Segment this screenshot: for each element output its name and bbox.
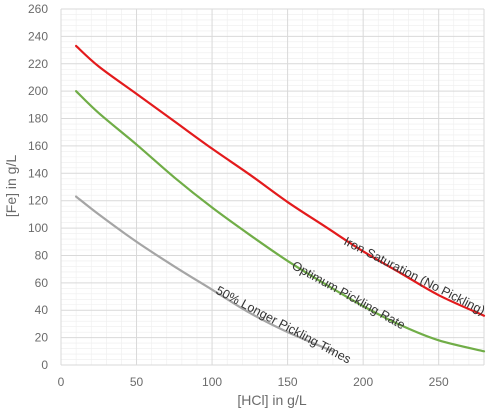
x-axis-ticks: 0 50 100 150 200 250 xyxy=(58,375,449,389)
y-tick-label: 160 xyxy=(28,139,48,153)
x-tick-label: 250 xyxy=(429,375,449,389)
y-tick-label: 60 xyxy=(35,276,49,290)
y-tick-label: 0 xyxy=(41,358,48,372)
y-tick-label: 100 xyxy=(28,221,48,235)
y-tick-label: 80 xyxy=(35,248,49,262)
y-tick-label: 180 xyxy=(28,112,48,126)
series-labels: Iron Saturation (No Pickling)Optimum Pic… xyxy=(214,234,488,366)
x-tick-label: 50 xyxy=(130,375,144,389)
y-axis-title: [Fe] in g/L xyxy=(3,155,19,217)
y-tick-label: 260 xyxy=(28,2,48,16)
series-lines xyxy=(75,44,486,353)
y-tick-label: 240 xyxy=(28,29,48,43)
x-tick-label: 0 xyxy=(58,375,65,389)
y-tick-label: 40 xyxy=(35,303,49,317)
grid xyxy=(60,8,485,366)
x-tick-label: 150 xyxy=(278,375,298,389)
y-tick-label: 120 xyxy=(28,194,48,208)
x-axis-title: [HCl] in g/L xyxy=(237,392,306,408)
y-tick-label: 140 xyxy=(28,166,48,180)
x-tick-label: 200 xyxy=(353,375,373,389)
series-line-0 xyxy=(75,44,486,317)
y-tick-label: 220 xyxy=(28,57,48,71)
y-tick-label: 200 xyxy=(28,84,48,98)
y-axis-ticks: 0 20 40 60 80 100 120 140 160 180 200 220 240 260 xyxy=(28,2,48,372)
x-tick-label: 100 xyxy=(202,375,222,389)
series-line-2 xyxy=(75,195,335,353)
series-line-1 xyxy=(75,90,486,353)
y-tick-label: 20 xyxy=(35,331,49,345)
